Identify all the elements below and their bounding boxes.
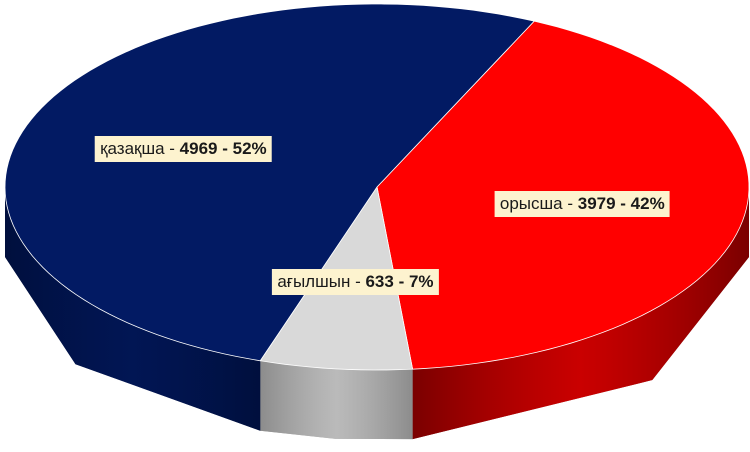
label-part: - bbox=[562, 194, 578, 214]
label-part: - bbox=[217, 139, 233, 159]
data-label: орысша - 3979 - 42% bbox=[494, 191, 670, 218]
label-part: - bbox=[350, 271, 366, 291]
label-part: 3979 bbox=[577, 194, 616, 214]
label-part: қазақша bbox=[100, 139, 165, 159]
label-part: ағылшын bbox=[277, 271, 351, 291]
label-part: 42% bbox=[630, 194, 665, 214]
data-label: қазақша - 4969 - 52% bbox=[95, 136, 272, 163]
label-part: - bbox=[615, 194, 631, 214]
pie-side-shade bbox=[412, 187, 749, 440]
label-part: орысша bbox=[499, 194, 563, 214]
pie-side-shade bbox=[260, 360, 413, 440]
label-part: - bbox=[164, 139, 180, 159]
label-part: 52% bbox=[232, 139, 267, 159]
pie-slice bbox=[4, 3, 535, 362]
label-part: 633 bbox=[365, 271, 394, 291]
label-part: 4969 bbox=[179, 139, 218, 159]
label-part: - bbox=[393, 271, 409, 291]
pie-side-shade bbox=[5, 187, 261, 431]
data-label: ағылшын - 633 - 7% bbox=[272, 268, 439, 295]
label-part: 7% bbox=[408, 271, 434, 291]
